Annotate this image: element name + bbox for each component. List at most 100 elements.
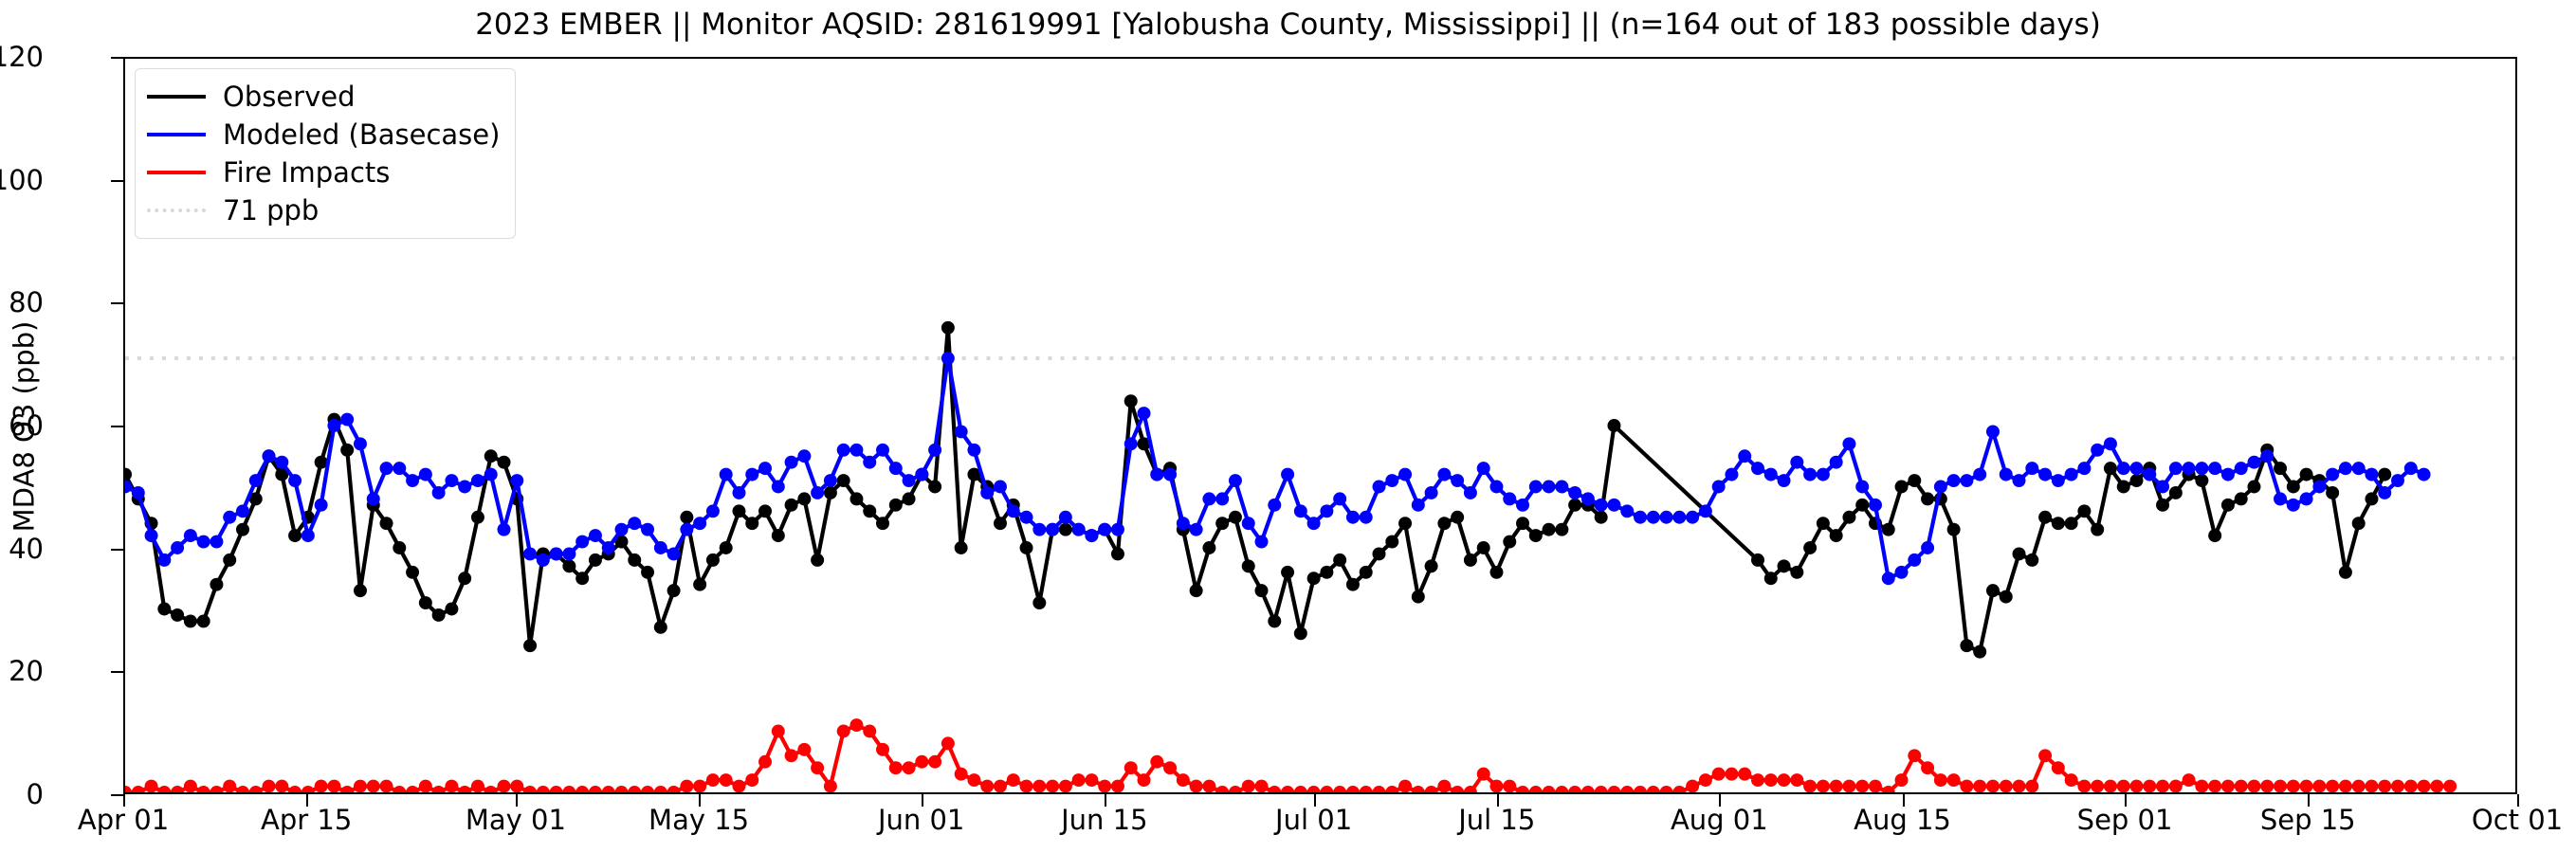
data-point-marker (745, 517, 759, 531)
data-point-marker (327, 779, 341, 792)
data-point-marker (2129, 462, 2144, 476)
data-point-marker (823, 779, 837, 792)
data-point-marker (954, 767, 968, 781)
data-point-marker (235, 504, 249, 518)
series-fire-impacts (125, 718, 2457, 792)
data-point-marker (1489, 480, 1504, 494)
y-tick-label: 100 (0, 163, 44, 196)
data-point-marker (366, 779, 380, 792)
data-point-marker (745, 773, 759, 788)
legend-item-modeled-basecase[interactable]: Modeled (Basecase) (147, 116, 500, 154)
data-point-marker (1476, 541, 1490, 554)
data-point-marker (1437, 467, 1452, 481)
data-point-marker (1777, 773, 1791, 788)
data-point-marker (2103, 779, 2117, 792)
y-tick-mark (111, 794, 123, 796)
data-point-marker (1124, 761, 1138, 775)
data-point-marker (1816, 517, 1830, 531)
y-tick-mark (111, 671, 123, 674)
data-point-marker (601, 541, 615, 554)
legend-item-observed[interactable]: Observed (147, 78, 500, 116)
chart-title: 2023 EMBER || Monitor AQSID: 281619991 [… (475, 8, 2101, 42)
data-point-marker (588, 553, 602, 567)
data-point-marker (836, 474, 850, 488)
data-point-marker (2247, 779, 2261, 792)
data-point-marker (2195, 462, 2209, 476)
data-point-marker (1424, 559, 1438, 573)
data-point-marker (366, 492, 380, 506)
data-point-marker (1424, 485, 1438, 499)
data-point-marker (1019, 510, 1033, 524)
data-point-marker (288, 529, 302, 543)
data-point-marker (2129, 474, 2144, 488)
data-point-marker (1124, 394, 1138, 408)
data-point-marker (876, 742, 889, 756)
data-point-marker (1607, 498, 1621, 512)
data-point-marker (1594, 786, 1608, 792)
data-point-marker (2012, 779, 2026, 792)
data-point-marker (667, 786, 681, 792)
data-point-marker (1607, 419, 1621, 432)
data-point-marker (2077, 779, 2092, 792)
legend-swatch-line-icon (147, 133, 206, 136)
data-point-marker (1933, 480, 1947, 494)
data-point-marker (2064, 517, 2078, 531)
data-point-marker (2051, 517, 2065, 531)
data-point-marker (811, 485, 825, 499)
data-point-marker (1398, 467, 1413, 481)
data-point-marker (941, 352, 955, 366)
data-point-marker (1855, 480, 1870, 494)
data-point-marker (2351, 517, 2366, 531)
data-point-marker (431, 485, 446, 499)
x-tick-mark (2517, 794, 2519, 807)
data-point-marker (340, 443, 355, 457)
data-point-marker (1751, 462, 1764, 476)
data-point-marker (2365, 467, 2379, 481)
data-point-marker (1555, 522, 1569, 536)
x-tick-label: Sep 01 (2076, 804, 2173, 836)
data-point-marker (288, 474, 302, 488)
data-point-marker (1228, 474, 1242, 488)
data-point-marker (275, 467, 289, 481)
data-point-marker (484, 467, 498, 481)
data-point-marker (2299, 492, 2313, 506)
data-point-marker (680, 522, 694, 536)
data-point-marker (758, 462, 773, 476)
data-point-marker (144, 779, 158, 792)
data-point-marker (1137, 773, 1151, 788)
data-point-marker (1176, 517, 1190, 531)
data-point-marker (902, 474, 916, 488)
data-point-marker (705, 773, 720, 788)
data-point-marker (1046, 522, 1060, 536)
data-point-marker (1516, 498, 1530, 512)
data-point-marker (1763, 572, 1778, 586)
x-tick-mark (306, 794, 309, 807)
y-tick-label: 120 (0, 41, 44, 73)
data-point-marker (967, 467, 981, 481)
data-point-marker (1189, 584, 1203, 598)
data-point-marker (1985, 425, 2000, 439)
chart-legend: Observed Modeled (Basecase) Fire Impacts… (135, 68, 517, 239)
data-point-marker (353, 779, 367, 792)
data-point-marker (235, 786, 249, 792)
data-point-marker (1189, 779, 1203, 792)
data-point-marker (171, 786, 185, 792)
data-point-marker (967, 773, 981, 788)
data-point-marker (2286, 779, 2300, 792)
data-point-marker (1542, 522, 1556, 536)
data-point-marker (1985, 779, 2000, 792)
data-point-marker (641, 786, 655, 792)
legend-item-threshold-71ppb[interactable]: 71 ppb (147, 191, 500, 229)
data-point-marker (2051, 761, 2065, 775)
legend-item-fire-impacts[interactable]: Fire Impacts (147, 154, 500, 191)
data-point-marker (210, 535, 224, 549)
data-point-marker (183, 529, 197, 543)
data-point-marker (1254, 535, 1269, 549)
data-point-marker (2103, 437, 2117, 451)
data-point-marker (458, 572, 472, 586)
data-point-marker (1842, 779, 1856, 792)
data-point-marker (1946, 773, 1961, 788)
data-point-marker (1150, 754, 1164, 769)
data-point-marker (705, 553, 720, 567)
data-point-marker (2091, 443, 2105, 457)
